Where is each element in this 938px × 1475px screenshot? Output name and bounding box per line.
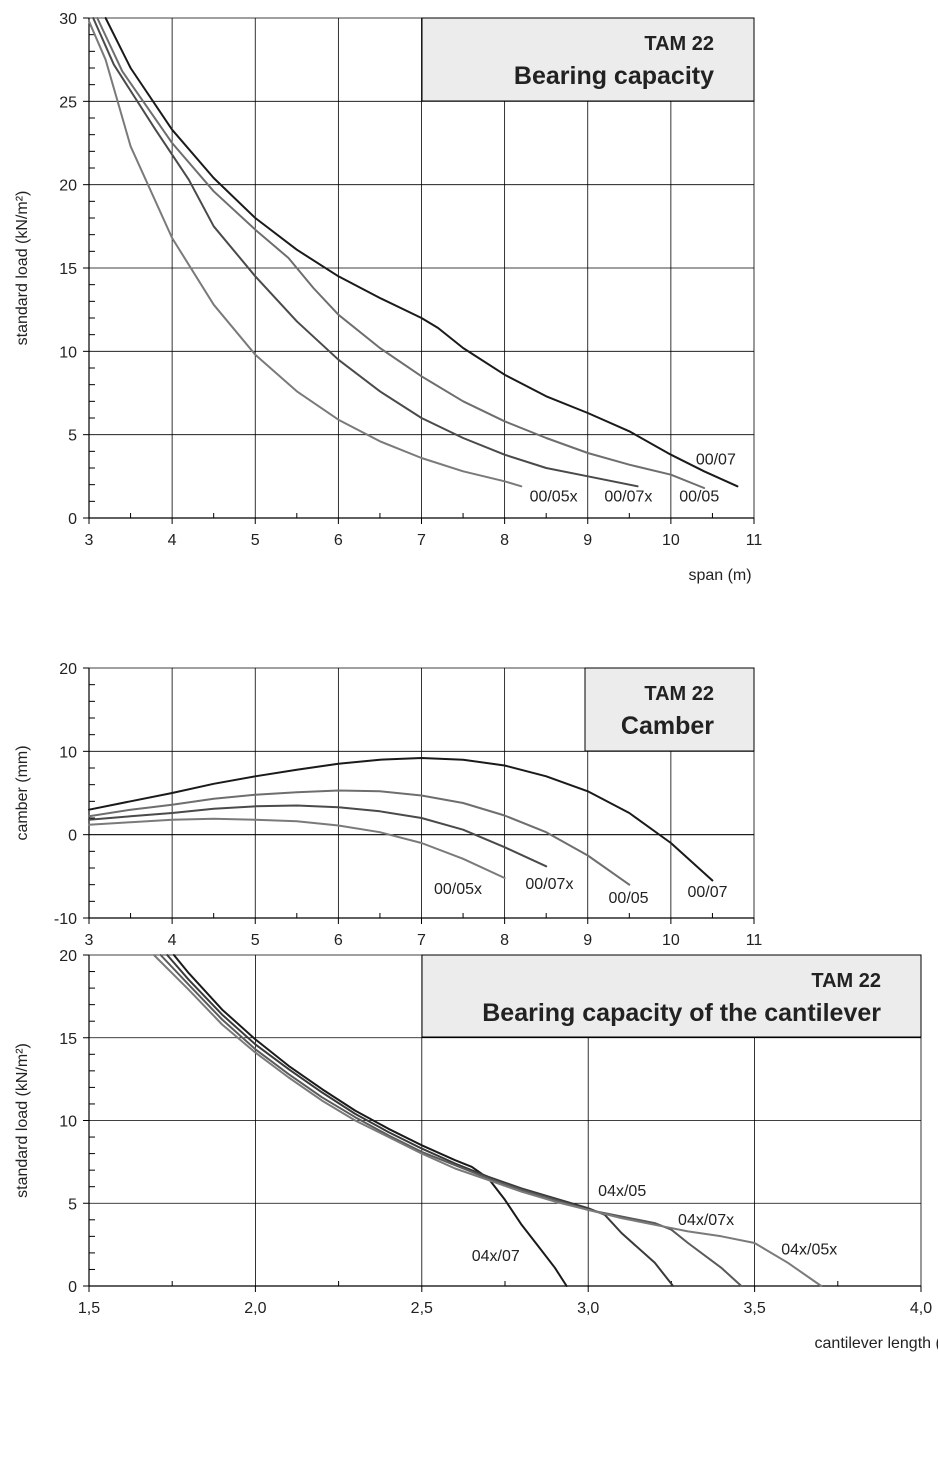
- bearing-capacity-chart: 3 4 5 6 7 8 9 10 11 0 5 10 15 20 25 30 span (m) standard …: [14, 11, 762, 584]
- x-tick-label: 3: [85, 932, 94, 949]
- title-box: [584, 667, 755, 752]
- series-label: 04x/05x: [781, 1242, 837, 1259]
- title-box: [421, 954, 922, 1038]
- y-tick-label: 10: [59, 1114, 77, 1131]
- series-line-00-07x: [88, 804, 548, 868]
- x-tick-label: 7: [417, 532, 426, 549]
- series-label: 00/07x: [525, 876, 573, 893]
- y-tick-label: 5: [68, 1196, 77, 1213]
- x-tick-label: 7: [417, 932, 426, 949]
- title-box: [421, 17, 755, 102]
- x-tick-label: 2,5: [411, 1300, 433, 1317]
- y-tick-label: 0: [68, 511, 77, 528]
- x-tick-label: 9: [583, 932, 592, 949]
- series-line-04x-05x: [152, 954, 823, 1287]
- x-tick-label: 3,5: [743, 1300, 765, 1317]
- x-tick-label: 6: [334, 932, 343, 949]
- series-line-00-07: [104, 17, 739, 488]
- x-axis-title: span (m): [688, 567, 751, 584]
- x-tick-label: 11: [746, 532, 763, 549]
- y-tick-label: 15: [59, 1031, 77, 1048]
- y-axis-title: standard load (kN/m²): [14, 1043, 31, 1198]
- chart-title-top: TAM 22: [644, 683, 714, 705]
- x-tick-label: 8: [500, 532, 509, 549]
- x-tick-label: 6: [334, 532, 343, 549]
- x-tick-label: 2,0: [244, 1300, 266, 1317]
- series-label: 00/05: [609, 890, 649, 907]
- x-tick-label: 9: [583, 532, 592, 549]
- x-tick-label: 10: [662, 532, 680, 549]
- y-tick-label: 10: [59, 344, 77, 361]
- series-line-00-07x: [92, 17, 639, 488]
- x-tick-label: 3: [85, 532, 94, 549]
- series-line-00-05x: [88, 20, 523, 488]
- y-axis-title: camber (mm): [14, 745, 31, 840]
- x-tick-label: 3,0: [577, 1300, 599, 1317]
- x-tick-label: 4: [168, 532, 177, 549]
- y-tick-label: 25: [59, 94, 77, 111]
- series-label: 00/05x: [530, 488, 578, 505]
- x-tick-label: 1,5: [78, 1300, 100, 1317]
- series-label: 00/07: [696, 452, 736, 469]
- series-label: 00/07: [688, 884, 728, 901]
- series-label: 00/05: [679, 488, 719, 505]
- x-tick-label: 10: [662, 932, 680, 949]
- chart-title: Bearing capacity: [514, 62, 714, 90]
- x-axis-title: cantilever length (m): [815, 1335, 938, 1352]
- x-tick-label: 11: [746, 932, 763, 949]
- series-line-04x-07x: [159, 954, 743, 1287]
- x-tick-label: 5: [251, 532, 260, 549]
- cantilever-chart: 1,5 2,0 2,5 3,0 3,5 4,0 0 5 10 15 20 cantilever len…: [14, 948, 938, 1352]
- x-tick-label: 4: [168, 932, 177, 949]
- y-tick-label: 20: [59, 948, 77, 965]
- chart-title-top: TAM 22: [811, 970, 881, 992]
- y-tick-label: 20: [59, 661, 77, 678]
- y-tick-label: 5: [68, 428, 77, 445]
- y-tick-label: 15: [59, 261, 77, 278]
- x-tick-label: 5: [251, 932, 260, 949]
- y-axis-title: standard load (kN/m²): [14, 191, 31, 346]
- y-tick-label: 0: [68, 828, 77, 845]
- y-tick-label: 30: [59, 11, 77, 28]
- series-label: 04x/07x: [678, 1212, 734, 1229]
- y-tick-label: -10: [54, 911, 77, 928]
- series-line-00-05x: [88, 817, 506, 879]
- series-label: 04x/07: [472, 1248, 520, 1265]
- chart-title: Bearing capacity of the cantilever: [482, 999, 881, 1027]
- series-label: 04x/05: [598, 1183, 646, 1200]
- x-tick-label: 4,0: [910, 1300, 932, 1317]
- series-line-04x-07: [172, 954, 568, 1287]
- series-line-00-07: [88, 757, 714, 882]
- chart-title-top: TAM 22: [644, 33, 714, 55]
- series-label: 00/05x: [434, 881, 482, 898]
- series-label: 00/07x: [604, 488, 652, 505]
- chart-title: Camber: [621, 712, 714, 740]
- x-tick-label: 8: [500, 932, 509, 949]
- series-line-04x-05: [166, 954, 675, 1287]
- series-line-00-05: [96, 17, 706, 489]
- y-tick-label: 20: [59, 178, 77, 195]
- series-line-00-05: [88, 789, 631, 886]
- y-tick-label: 10: [59, 744, 77, 761]
- y-tick-label: 0: [68, 1279, 77, 1296]
